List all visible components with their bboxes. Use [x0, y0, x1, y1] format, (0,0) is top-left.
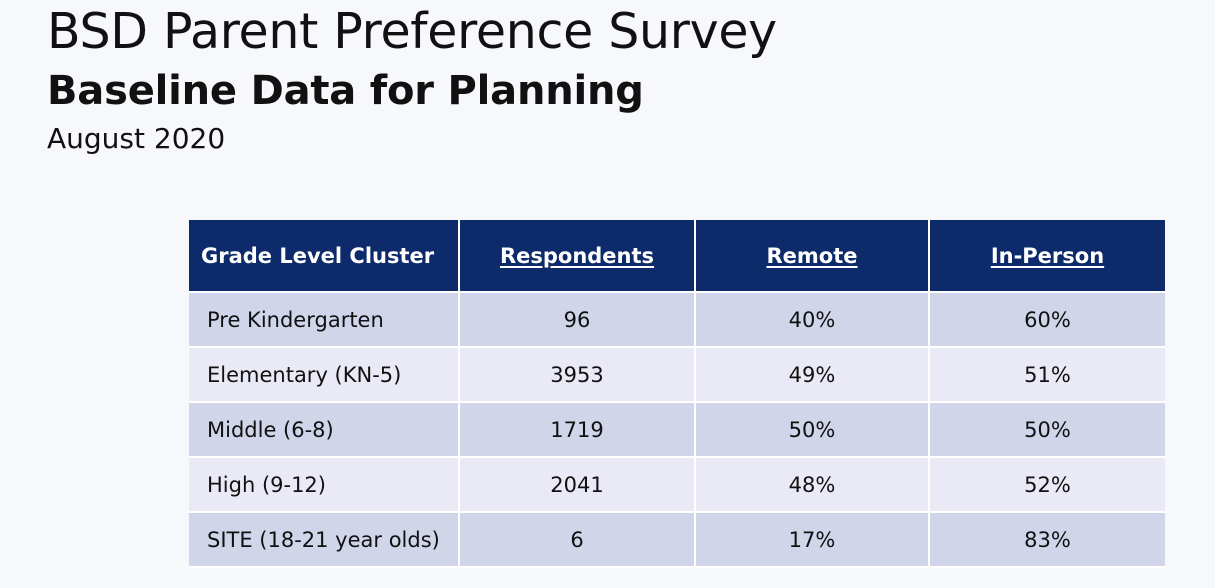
cell-respondents: 6 [458, 511, 696, 568]
cell-remote: 48% [694, 456, 930, 513]
cell-respondents: 1719 [458, 401, 696, 458]
header-remote: Remote [694, 220, 930, 293]
cell-respondents: 96 [458, 291, 696, 348]
table-row: Middle (6-8) 1719 50% 50% [189, 401, 1165, 458]
cell-remote: 40% [694, 291, 930, 348]
cell-in-person: 52% [928, 456, 1165, 513]
table-row: SITE (18-21 year olds) 6 17% 83% [189, 511, 1165, 568]
cell-in-person: 50% [928, 401, 1165, 458]
cell-respondents: 3953 [458, 346, 696, 403]
header-respondents: Respondents [458, 220, 696, 293]
cell-remote: 17% [694, 511, 930, 568]
cell-in-person: 60% [928, 291, 1165, 348]
cell-grade-level: SITE (18-21 year olds) [189, 511, 460, 568]
cell-remote: 49% [694, 346, 930, 403]
table-row: High (9-12) 2041 48% 52% [189, 456, 1165, 513]
cell-in-person: 83% [928, 511, 1165, 568]
cell-grade-level: Pre Kindergarten [189, 291, 460, 348]
slide-title: BSD Parent Preference Survey [47, 3, 777, 60]
header-grade-level-cluster: Grade Level Cluster [189, 220, 460, 293]
slide-date: August 2020 [47, 122, 226, 155]
survey-table: Grade Level Cluster Respondents Remote I… [189, 220, 1165, 568]
cell-grade-level: Middle (6-8) [189, 401, 460, 458]
cell-in-person: 51% [928, 346, 1165, 403]
slide-subtitle: Baseline Data for Planning [47, 68, 644, 114]
cell-grade-level: High (9-12) [189, 456, 460, 513]
table-header-row: Grade Level Cluster Respondents Remote I… [189, 220, 1165, 293]
cell-grade-level: Elementary (KN-5) [189, 346, 460, 403]
table-row: Pre Kindergarten 96 40% 60% [189, 291, 1165, 348]
cell-respondents: 2041 [458, 456, 696, 513]
table-row: Elementary (KN-5) 3953 49% 51% [189, 346, 1165, 403]
header-in-person: In-Person [928, 220, 1165, 293]
cell-remote: 50% [694, 401, 930, 458]
